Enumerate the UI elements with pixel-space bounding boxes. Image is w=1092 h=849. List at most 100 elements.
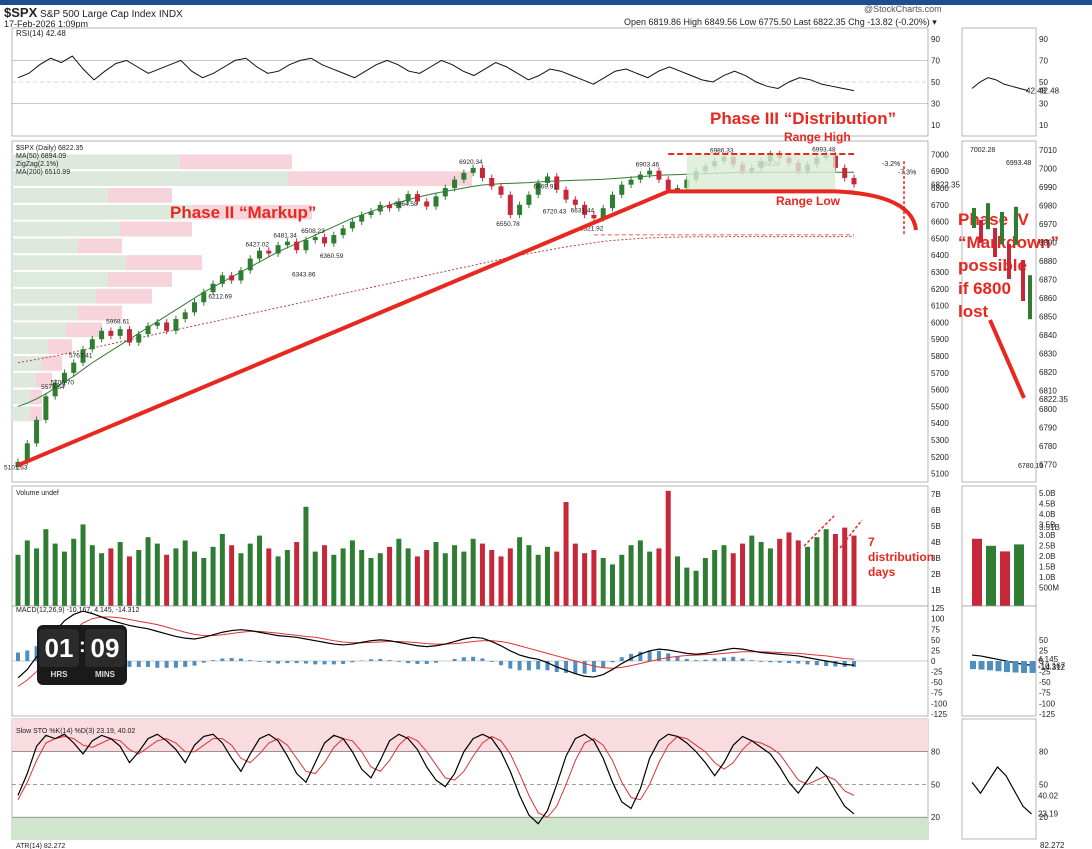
- macd-histogram-bar: [712, 658, 717, 661]
- macd-histogram-bar: [638, 651, 643, 661]
- macd-right-tick-label: 0: [1039, 657, 1044, 666]
- right-price-tick: 6980: [1039, 202, 1057, 211]
- price-value-label: 5700.70: [50, 380, 74, 387]
- rsi-right-tick-label: 70: [1039, 56, 1048, 65]
- macd-right-histogram-bar: [1021, 661, 1027, 673]
- volume-bar: [805, 546, 811, 606]
- macd-histogram-bar: [146, 661, 151, 667]
- macd-tick-label: -25: [931, 668, 943, 677]
- volume-bar: [108, 548, 114, 606]
- volume-bar: [229, 545, 235, 606]
- volume-bar: [182, 540, 188, 606]
- macd-histogram-bar: [759, 661, 764, 662]
- macd-histogram-bar: [656, 650, 661, 661]
- macd-histogram-bar: [471, 656, 476, 661]
- macd-histogram-bar: [341, 661, 346, 664]
- oversold-zone: [12, 817, 928, 839]
- volume-bar: [619, 554, 625, 606]
- macd-histogram-bar: [721, 657, 726, 661]
- clock-widget: 01 : 09 HRS MINS: [37, 625, 127, 685]
- right-price-tick: 6810: [1039, 387, 1057, 396]
- price-candle: [489, 177, 495, 187]
- volume-bar: [712, 550, 718, 606]
- macd-histogram-bar: [201, 661, 206, 663]
- volume-bar: [767, 548, 773, 606]
- volume-by-price-up-bar: [12, 389, 30, 405]
- right-price-tick: 6780: [1039, 442, 1057, 451]
- atr-right-label: 82.272: [1040, 841, 1065, 849]
- macd-right-tick-label: 25: [1039, 646, 1048, 655]
- volume-by-price-up-bar: [12, 272, 108, 287]
- phase2-label: Phase II “Markup”: [170, 203, 316, 222]
- stochastic-d-line: [17, 735, 855, 818]
- volume-bar: [164, 554, 170, 606]
- price-value-label: 6631.44: [571, 207, 595, 214]
- volume-right-tick-label: 3.5B: [1039, 521, 1055, 530]
- volume-bar: [359, 550, 365, 606]
- volume-bar: [331, 554, 337, 606]
- phase4-label-line: possible: [958, 256, 1027, 275]
- stochastic-right-line: [971, 766, 1032, 815]
- price-candle: [563, 189, 569, 200]
- macd-histogram-bar: [740, 658, 745, 661]
- macd-histogram-bar: [285, 661, 290, 664]
- ma200-line: [17, 236, 854, 364]
- macd-histogram-bar: [415, 661, 420, 664]
- volume-bar: [396, 538, 402, 606]
- volume-bar: [368, 558, 374, 606]
- volume-bar: [424, 550, 430, 606]
- price-value-label: 5968.61: [106, 319, 130, 326]
- volume-right-tick-label: 2.0B: [1039, 552, 1055, 561]
- volume-tick-label: 1B: [931, 586, 941, 595]
- price-last-value: 6822.35: [931, 180, 960, 189]
- volume-bar: [136, 550, 142, 606]
- price-candle: [43, 396, 49, 420]
- rsi-last-value: 42.48: [1026, 87, 1047, 96]
- price-value-label: 6993.48: [812, 147, 836, 154]
- symbol: $SPX: [4, 5, 38, 20]
- volume-tick-label: 6B: [931, 506, 941, 515]
- price-candle: [359, 214, 365, 222]
- volume-bar: [554, 551, 560, 606]
- right-volume-bar: [986, 545, 996, 606]
- right-price-tick: 6800: [1039, 405, 1057, 414]
- volume-bar: [823, 529, 829, 606]
- volume-right-tick-label: 2.5B: [1039, 542, 1055, 551]
- macd-histogram-bar: [266, 661, 271, 663]
- volume-bar: [312, 551, 318, 606]
- right-price-tick: 6790: [1039, 424, 1057, 433]
- macd-tick-label: 0: [931, 657, 936, 666]
- volume-bar: [544, 546, 550, 606]
- price-candle: [229, 275, 235, 281]
- price-tick-label: 6200: [931, 285, 949, 294]
- price-candle: [210, 283, 216, 293]
- volume-bar: [600, 558, 606, 606]
- volume-bar: [303, 506, 309, 606]
- rsi-tick-label: 90: [931, 35, 940, 44]
- volume-bar: [442, 553, 448, 606]
- price-candle: [266, 250, 272, 254]
- price-tick-label: 5900: [931, 335, 949, 344]
- macd-histogram-bar: [517, 661, 522, 671]
- price-candle: [219, 275, 225, 284]
- price-candle: [582, 204, 588, 215]
- volume-bar: [15, 554, 21, 606]
- price-candle: [303, 240, 309, 251]
- macd-histogram-bar: [424, 661, 429, 664]
- volume-legend: Volume undef: [16, 490, 59, 497]
- macd-histogram-bar: [434, 661, 438, 663]
- macd-histogram-bar: [684, 658, 689, 661]
- rsi-legend: RSI(14) 42.48: [16, 29, 66, 38]
- volume-by-price-down-bar: [288, 171, 472, 187]
- volume-by-price-up-bar: [12, 356, 42, 371]
- price-candle: [628, 179, 634, 185]
- volume-right-tick-label: 4.5B: [1039, 500, 1055, 509]
- clock-minutes: 09: [85, 629, 125, 667]
- rsi-right-line: [971, 77, 1029, 92]
- macd-right-tick-label: -25: [1039, 668, 1051, 677]
- macd-tick-label: 125: [931, 604, 945, 613]
- price-tick-label: 6700: [931, 201, 949, 210]
- volume-bar: [80, 524, 86, 606]
- macd-histogram-bar: [368, 659, 373, 661]
